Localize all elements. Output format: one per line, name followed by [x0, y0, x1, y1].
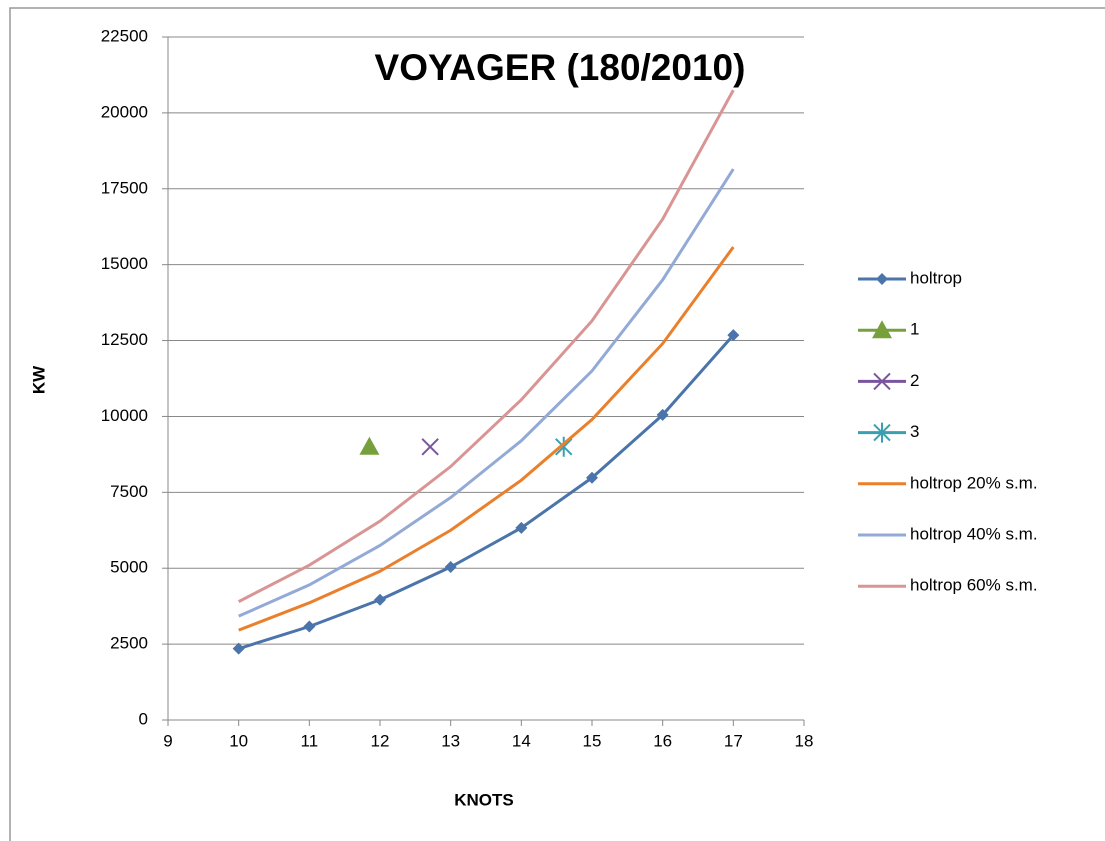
- x-tick-label: 12: [371, 731, 390, 750]
- legend-entry: holtrop 40% s.m.: [858, 524, 1038, 543]
- series-line: [238, 334, 735, 651]
- x-tick-label: 17: [724, 731, 743, 750]
- legend-label: 1: [910, 320, 919, 339]
- marker: [876, 273, 888, 285]
- marker: [232, 642, 245, 655]
- x-tick-label: 18: [795, 731, 814, 750]
- chart-title: VOYAGER (180/2010): [375, 47, 746, 88]
- x-tick-label: 9: [163, 731, 172, 750]
- legend-label: 3: [910, 422, 919, 441]
- legend-entry: 3: [858, 422, 919, 443]
- marker: [727, 329, 740, 342]
- series-line: [238, 168, 735, 618]
- x-axis-label: KNOTS: [454, 790, 514, 809]
- marker: [873, 372, 891, 391]
- x-tick-label: 16: [653, 731, 672, 750]
- marker: [873, 422, 891, 443]
- marker: [515, 521, 528, 534]
- marker: [303, 620, 316, 633]
- marker: [586, 471, 598, 484]
- x-tick-label: 13: [441, 731, 460, 750]
- series-line: [237, 89, 735, 603]
- legend-entry: holtrop: [858, 268, 962, 287]
- y-tick-label: 7500: [110, 482, 148, 501]
- marker: [656, 408, 669, 421]
- y-tick-label: 17500: [101, 178, 148, 197]
- y-tick-label: 12500: [101, 330, 148, 349]
- legend-entry: 2: [858, 371, 919, 391]
- legend-entry: holtrop 60% s.m.: [858, 576, 1038, 595]
- y-tick-label: 0: [139, 709, 148, 728]
- legend-entry: 1: [858, 320, 919, 339]
- y-tick-label: 2500: [110, 634, 148, 653]
- x-tick-label: 15: [583, 731, 602, 750]
- legend-label: holtrop 20% s.m.: [910, 473, 1038, 492]
- y-tick-label: 20000: [101, 102, 148, 121]
- y-tick-label: 5000: [110, 558, 148, 577]
- x-tick-label: 14: [512, 731, 531, 750]
- x-tick-label: 11: [301, 731, 319, 750]
- frame: [9, 7, 1105, 841]
- marker: [359, 436, 380, 455]
- marker: [555, 436, 573, 457]
- marker: [421, 438, 439, 456]
- y-axis-label: KW: [29, 365, 48, 394]
- marker: [374, 593, 386, 606]
- y-tick-label: 10000: [101, 406, 148, 425]
- marker: [444, 561, 457, 574]
- legend-label: holtrop: [910, 268, 962, 287]
- series-line: [238, 246, 735, 632]
- legend-entry: holtrop 20% s.m.: [858, 473, 1038, 492]
- marker: [872, 320, 892, 339]
- legend-label: holtrop 60% s.m.: [910, 576, 1038, 595]
- y-tick-label: 22500: [101, 26, 148, 45]
- y-tick-label: 15000: [101, 254, 148, 273]
- x-tick-label: 10: [229, 731, 248, 750]
- legend-label: holtrop 40% s.m.: [910, 524, 1038, 543]
- legend-label: 2: [910, 371, 919, 390]
